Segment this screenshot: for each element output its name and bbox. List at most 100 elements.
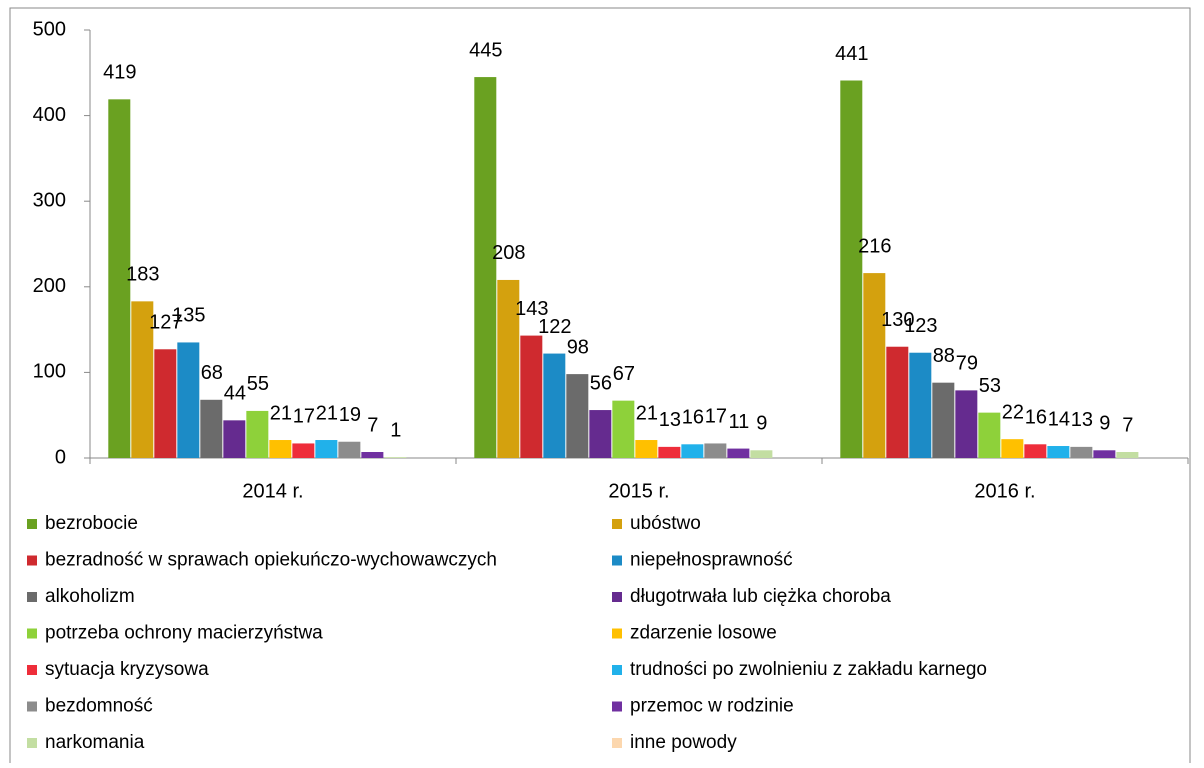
legend-label: ubóstwo xyxy=(630,513,701,534)
bar xyxy=(863,273,886,458)
data-label: 143 xyxy=(515,298,548,320)
bar xyxy=(612,400,635,458)
legend-swatch xyxy=(27,628,37,639)
bar xyxy=(384,457,407,458)
bar xyxy=(1047,446,1070,458)
bar xyxy=(589,410,612,458)
legend-label: alkoholizm xyxy=(45,586,135,607)
legend-swatch xyxy=(612,555,622,566)
bar xyxy=(520,335,543,458)
data-label: 67 xyxy=(613,363,635,385)
data-label: 445 xyxy=(469,39,502,61)
legend-label: bezdomność xyxy=(45,696,153,717)
data-label: 14 xyxy=(1048,408,1070,430)
y-tick-label: 300 xyxy=(33,189,66,211)
bar xyxy=(154,349,177,458)
bar xyxy=(955,390,978,458)
data-label: 17 xyxy=(293,406,315,428)
bar xyxy=(1001,439,1024,458)
legend-swatch xyxy=(27,555,37,566)
bar xyxy=(909,352,932,458)
data-label: 216 xyxy=(858,235,891,257)
bar xyxy=(727,448,750,458)
legend-label: inne powody xyxy=(630,732,737,753)
data-label: 7 xyxy=(1122,414,1133,436)
data-label: 88 xyxy=(933,345,955,367)
data-label: 13 xyxy=(1071,409,1093,431)
bar xyxy=(497,279,520,458)
bar xyxy=(932,382,955,458)
y-tick-label: 0 xyxy=(55,446,66,468)
y-tick-label: 400 xyxy=(33,104,66,126)
legend-label: długotrwała lub ciężka choroba xyxy=(630,586,891,607)
x-tick-label: 2014 r. xyxy=(242,480,303,502)
legend-label: bezradność w sprawach opiekuńczo-wychowa… xyxy=(45,550,497,571)
bar xyxy=(658,446,681,458)
chart-frame xyxy=(9,7,1191,768)
data-label: 127 xyxy=(149,312,182,334)
data-label: 19 xyxy=(339,404,361,426)
bar xyxy=(681,444,704,458)
bar xyxy=(200,399,223,458)
bar xyxy=(108,99,131,458)
bar xyxy=(131,301,154,458)
legend-swatch xyxy=(612,519,622,529)
legend-swatch xyxy=(27,738,37,748)
legend-label: potrzeba ochrony macierzyństwa xyxy=(45,623,323,644)
bar xyxy=(474,77,497,458)
bar xyxy=(292,443,315,458)
data-label: 98 xyxy=(567,336,589,358)
data-label: 79 xyxy=(956,353,978,375)
data-label: 208 xyxy=(492,242,525,264)
data-label: 44 xyxy=(224,383,246,405)
bar xyxy=(361,452,384,458)
bar xyxy=(1093,450,1116,458)
legend-label: zdarzenie losowe xyxy=(630,623,777,644)
bar xyxy=(886,346,909,458)
bar xyxy=(543,353,566,458)
data-label: 1 xyxy=(390,419,401,441)
bar xyxy=(1024,444,1047,458)
bar xyxy=(1116,452,1139,458)
bar xyxy=(269,440,292,458)
data-label: 21 xyxy=(270,402,292,424)
data-label: 7 xyxy=(367,414,378,436)
data-label: 17 xyxy=(705,406,727,428)
bar xyxy=(566,374,589,458)
legend-swatch xyxy=(27,665,37,675)
legend-label: bezrobocie xyxy=(45,513,138,534)
bar xyxy=(315,440,338,458)
data-label: 441 xyxy=(835,43,868,65)
x-tick-label: 2016 r. xyxy=(974,480,1035,502)
bar xyxy=(978,412,1001,458)
data-label: 9 xyxy=(1099,413,1110,435)
y-tick-label: 500 xyxy=(33,18,66,40)
legend-swatch xyxy=(612,628,622,639)
data-label: 55 xyxy=(247,373,269,395)
legend-swatch xyxy=(27,701,37,712)
bar xyxy=(1070,446,1093,458)
data-label: 13 xyxy=(659,409,681,431)
bar xyxy=(704,443,727,458)
data-label: 68 xyxy=(201,362,223,384)
data-label: 53 xyxy=(979,375,1001,397)
y-tick-label: 100 xyxy=(33,361,66,383)
bar xyxy=(840,80,863,458)
data-label: 419 xyxy=(103,62,136,84)
legend-label: przemoc w rodzinie xyxy=(630,696,794,717)
legend-swatch xyxy=(612,592,622,602)
y-tick-label: 200 xyxy=(33,275,66,297)
data-label: 9 xyxy=(756,413,767,435)
data-label: 122 xyxy=(538,316,571,338)
legend-label: narkomania xyxy=(45,732,145,753)
bar xyxy=(338,441,361,458)
data-label: 135 xyxy=(172,305,205,327)
legend-swatch xyxy=(27,519,37,529)
legend-swatch xyxy=(612,665,622,675)
bar xyxy=(177,342,200,458)
legend-label: niepełnosprawność xyxy=(630,550,793,571)
data-label: 183 xyxy=(126,264,159,286)
data-label: 21 xyxy=(316,402,338,424)
legend-swatch xyxy=(612,701,622,712)
